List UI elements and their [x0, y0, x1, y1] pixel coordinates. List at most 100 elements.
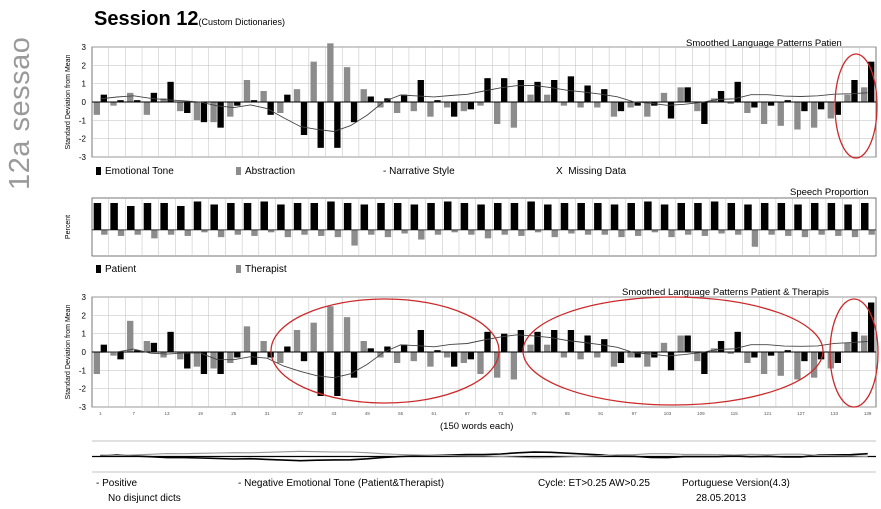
abstraction-bar	[810, 352, 818, 378]
emotional-tone-bar	[400, 344, 408, 352]
abstraction-bar	[427, 102, 434, 117]
abstraction-bar	[477, 102, 484, 106]
therapist-bar	[267, 229, 275, 233]
emotional-tone-bar	[634, 102, 641, 106]
abstraction-bar	[694, 352, 701, 362]
abstraction-bar	[510, 352, 518, 380]
emotional-tone-bar	[117, 352, 124, 360]
emotional-tone-bar	[767, 352, 775, 356]
emotional-tone-bar	[117, 100, 124, 102]
patient-bar	[143, 202, 152, 230]
therapist-bar	[434, 229, 442, 235]
emotional-tone-bar	[484, 331, 491, 352]
title-text: Session 12	[94, 8, 199, 30]
therapist-bar	[418, 229, 425, 240]
emotional-tone-bar	[767, 102, 775, 106]
x-tick-label: 13	[165, 411, 171, 416]
patient-bar	[860, 202, 869, 230]
emotional-tone-bar	[834, 352, 841, 363]
highlight-ellipse	[270, 298, 500, 404]
y-tick-label: -1	[79, 366, 87, 375]
footer-version: Portuguese Version(4.3)	[682, 478, 790, 489]
x-tick-label: 1	[99, 411, 102, 416]
therapist-bar	[301, 229, 308, 235]
patient-bar	[227, 202, 235, 230]
narrative-style-line	[100, 84, 868, 132]
x-tick-label: 115	[731, 411, 739, 416]
y-axis-label: Standard Deviation from Mean	[65, 304, 72, 399]
abstraction-bar	[343, 317, 351, 352]
abstraction-bar	[544, 94, 551, 102]
emotional-tone-bar	[284, 346, 291, 352]
patient-bar	[393, 202, 402, 230]
therapist-bar	[551, 229, 558, 238]
abstraction-bar	[777, 352, 784, 376]
x-tick-label: 79	[532, 411, 538, 416]
abstraction-bar	[327, 306, 334, 352]
middle-panel-title: Speech Proportion	[790, 187, 869, 198]
footer-cycle: Cycle: ET>0.25 AW>0.25	[538, 478, 650, 489]
abstraction-bar	[360, 341, 367, 352]
therapist-bar	[234, 229, 242, 235]
emotional-tone-bar	[617, 102, 625, 112]
abstraction-bar	[694, 102, 701, 112]
patient-bar	[660, 204, 669, 230]
abstraction-bar	[443, 352, 451, 358]
abstraction-bar	[143, 102, 151, 115]
abstraction-bar	[293, 330, 301, 352]
therapist-bar	[618, 229, 625, 238]
therapist-bar	[668, 229, 675, 238]
emotional-tone-bar	[300, 102, 308, 135]
patient-bar	[744, 204, 752, 230]
emotional-tone-bar	[584, 335, 591, 352]
therapist-bar	[785, 229, 792, 236]
highlight-ellipse	[522, 296, 824, 406]
therapist-bar	[184, 229, 191, 236]
abstraction-bar	[360, 89, 367, 102]
plot-frame	[91, 197, 877, 257]
emotional-tone-bar	[551, 330, 558, 352]
emotional-tone-bar	[200, 352, 208, 374]
legend-label: Abstraction	[245, 166, 296, 177]
abstraction-bar	[177, 102, 184, 112]
emotional-tone-bar	[801, 352, 808, 362]
therapist-bar	[167, 229, 175, 235]
abstraction-bar	[544, 344, 551, 352]
x-tick-label: 37	[298, 411, 304, 416]
abstraction-bar	[527, 94, 534, 102]
emotional-tone-bar	[217, 102, 224, 128]
x-tick-label: 25	[231, 411, 237, 416]
emotional-tone-bar	[467, 102, 474, 110]
abstraction-bar	[577, 102, 584, 108]
emotional-tone-bar	[234, 352, 241, 358]
abstraction-bar	[494, 102, 501, 124]
y-axis-label: Standard Deviation from Mean	[65, 54, 72, 149]
footer-positive: - Positive	[96, 478, 138, 489]
emotional-tone-bar	[267, 102, 274, 115]
patient-bar	[594, 202, 602, 230]
emotional-tone-bar	[834, 102, 841, 115]
abstraction-bar	[110, 352, 117, 356]
title-subtitle: (Custom Dictionaries)	[198, 17, 286, 27]
emotional-tone-bar	[817, 102, 825, 110]
patient-bar	[410, 204, 419, 230]
y-tick-label: 1	[82, 80, 87, 89]
patient-bar	[510, 202, 519, 230]
tone-strip-plot	[92, 440, 876, 473]
x-tick-label: 85	[565, 411, 571, 416]
patient-bar	[160, 202, 168, 230]
therapist-bar	[117, 229, 125, 236]
patient-bar	[210, 204, 218, 230]
therapist-bar	[584, 229, 592, 235]
emotional-tone-bar	[317, 102, 324, 148]
x-tick-label: 19	[198, 411, 204, 416]
positive-tone-line	[100, 451, 868, 462]
therapist-bar	[818, 229, 825, 235]
patient-bar	[560, 202, 569, 230]
emotional-tone-bar	[867, 302, 875, 352]
emotional-tone-bar	[567, 76, 575, 102]
emotional-tone-bar	[867, 61, 875, 102]
abstraction-bar	[860, 335, 868, 352]
abstraction-bar	[494, 352, 501, 378]
abstraction-bar	[93, 102, 101, 115]
